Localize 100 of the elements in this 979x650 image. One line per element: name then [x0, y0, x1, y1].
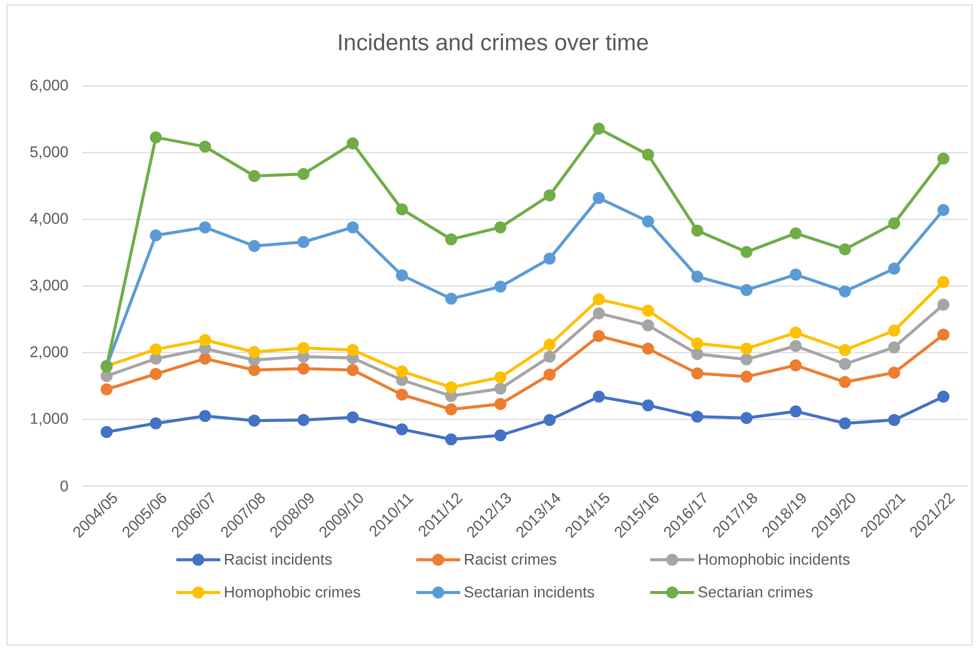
point — [396, 203, 408, 216]
point — [790, 405, 802, 418]
point — [740, 342, 753, 355]
point — [199, 352, 212, 365]
y-tick-label: 2,000 — [30, 346, 68, 360]
y-tick-label: 4,000 — [30, 212, 68, 226]
point — [298, 168, 310, 180]
point — [494, 382, 506, 395]
legend-label: Homophobic crimes — [225, 586, 360, 601]
point — [100, 426, 113, 438]
point — [298, 342, 310, 354]
point — [937, 204, 950, 216]
point — [691, 348, 704, 360]
point — [838, 358, 851, 370]
point — [790, 326, 802, 339]
point — [199, 221, 212, 234]
legend-label: Racist crimes — [465, 553, 556, 565]
point — [100, 370, 113, 382]
point — [150, 131, 162, 144]
legend-label: Homophobic incidents — [698, 553, 850, 568]
point — [691, 224, 704, 237]
point — [592, 192, 605, 204]
point — [642, 304, 654, 317]
point — [888, 324, 900, 337]
point — [396, 365, 408, 378]
point — [248, 346, 260, 358]
point — [740, 284, 753, 296]
point — [346, 221, 359, 234]
point — [544, 350, 556, 363]
point — [298, 362, 310, 375]
point — [248, 170, 260, 182]
point — [150, 352, 162, 365]
point — [937, 152, 950, 165]
point — [248, 364, 260, 376]
point — [199, 140, 212, 153]
point — [691, 337, 704, 350]
point — [888, 414, 900, 426]
point — [691, 410, 704, 423]
point — [494, 371, 506, 384]
point — [298, 236, 310, 248]
point — [642, 148, 654, 161]
point — [790, 359, 802, 372]
chart-title: Incidents and crimes over time — [339, 34, 648, 50]
point — [494, 221, 506, 234]
y-tick-label: 0 — [60, 480, 68, 492]
point — [445, 233, 458, 246]
point — [445, 403, 458, 416]
point — [544, 414, 556, 426]
point — [150, 368, 162, 380]
point — [790, 268, 802, 281]
point — [248, 414, 260, 427]
point — [494, 280, 506, 293]
point — [199, 410, 212, 422]
point — [346, 364, 359, 376]
point — [396, 423, 408, 436]
point — [150, 343, 162, 356]
point — [346, 344, 359, 356]
point — [150, 229, 162, 242]
point — [790, 227, 802, 240]
point — [642, 399, 654, 412]
legend-label: Sectarian incidents — [464, 586, 594, 598]
point — [937, 328, 950, 341]
point — [592, 122, 605, 135]
point — [740, 246, 753, 258]
point — [494, 398, 506, 410]
point — [592, 390, 605, 403]
point — [642, 319, 654, 332]
point — [937, 298, 950, 311]
point — [199, 334, 212, 346]
point — [691, 367, 704, 380]
point — [544, 368, 556, 381]
point — [592, 293, 605, 306]
point — [544, 189, 556, 202]
point — [346, 137, 359, 150]
point — [445, 433, 458, 446]
point — [396, 388, 408, 401]
y-tick-label: 6,000 — [30, 80, 68, 92]
point — [740, 412, 753, 424]
point — [937, 276, 950, 288]
point — [740, 353, 753, 366]
point — [346, 411, 359, 424]
point — [937, 390, 950, 403]
point — [248, 240, 260, 252]
point — [740, 370, 753, 383]
point — [888, 217, 900, 230]
point — [790, 340, 802, 352]
point — [592, 307, 605, 320]
point — [838, 344, 851, 356]
y-tick-label: 5,000 — [30, 146, 68, 160]
point — [298, 414, 310, 426]
legend-label: Racist incidents — [225, 553, 332, 565]
point — [544, 338, 556, 351]
point — [445, 292, 458, 305]
point — [838, 243, 851, 256]
point — [396, 269, 408, 282]
point — [838, 417, 851, 430]
point — [642, 342, 654, 355]
legend-label: Sectarian crimes — [698, 586, 813, 598]
point — [888, 366, 900, 379]
point — [838, 376, 851, 388]
